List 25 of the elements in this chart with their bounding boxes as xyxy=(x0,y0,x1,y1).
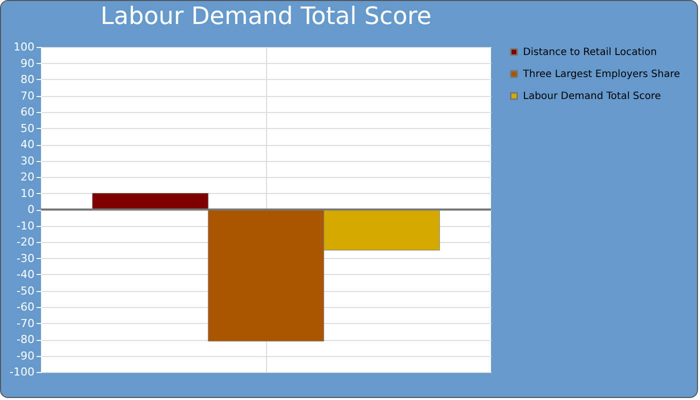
y-tick-label: -20 xyxy=(16,236,34,248)
y-tick-label: -90 xyxy=(16,349,34,362)
y-tick-label: 80 xyxy=(20,73,34,86)
legend-label: Three Largest Employers Share xyxy=(522,69,680,80)
y-tick-label: 0 xyxy=(28,203,34,216)
y-tick-label: -10 xyxy=(16,219,34,232)
y-tick-label: -40 xyxy=(16,268,34,281)
y-tick-label: 90 xyxy=(20,56,34,70)
y-tick-label: -60 xyxy=(16,300,34,314)
y-tick-label: -30 xyxy=(16,252,34,265)
y-tick-label: 70 xyxy=(20,89,34,102)
chart-title: Labour Demand Total Score xyxy=(100,2,432,30)
legend-label: Labour Demand Total Score xyxy=(523,91,661,102)
y-tick-label: 30 xyxy=(20,154,34,168)
legend-label: Distance to Retail Location xyxy=(523,47,657,58)
y-tick-label: 60 xyxy=(20,106,34,118)
y-tick-label: -100 xyxy=(10,366,34,378)
y-tick-label: 10 xyxy=(20,186,34,200)
y-tick-label: 40 xyxy=(20,138,34,151)
y-tick-label: -80 xyxy=(16,333,34,346)
y-tick-label: -70 xyxy=(16,316,34,330)
y-tick-label: 20 xyxy=(20,170,34,184)
y-tick-label: 100 xyxy=(14,40,34,54)
y-tick-label: 50 xyxy=(20,122,34,135)
y-tick-label: -50 xyxy=(16,284,34,298)
